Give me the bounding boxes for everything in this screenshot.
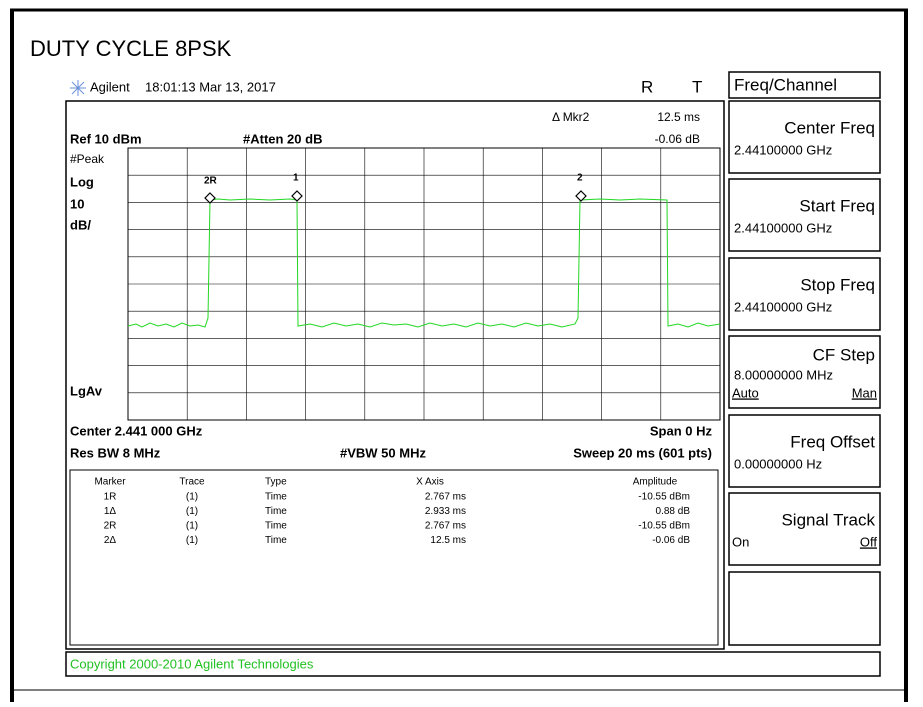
marker-delta-amp: -0.06 dB (655, 132, 700, 146)
indicator-t: T (692, 77, 702, 96)
attenuation: #Atten 20 dB (243, 131, 322, 146)
table-cell: 0.88 dB (656, 506, 691, 517)
softkey (728, 335, 881, 409)
softkey-label: Start Freq (799, 196, 875, 215)
vbw: #VBW 50 MHz (340, 445, 426, 460)
title: DUTY CYCLE 8PSK (30, 36, 232, 61)
table-cell: 1R (104, 492, 117, 503)
softkey-value: 2.44100000 GHz (734, 142, 832, 157)
agilent-icon (70, 80, 86, 96)
table-cell: -10.55 dBm (638, 492, 690, 503)
table-cell: (1) (186, 506, 198, 517)
table-cell: 12.5 ms (430, 535, 466, 546)
table-cell: Time (265, 506, 287, 517)
graticule (128, 148, 720, 420)
status-bar (65, 651, 881, 677)
softkey-label: CF Step (813, 345, 875, 364)
indicator-r: R (641, 77, 653, 96)
table-header: X Axis (416, 477, 444, 488)
scale-type: Log (70, 174, 94, 189)
marker-delta: Δ Mkr2 (552, 110, 590, 124)
table-header: Marker (94, 477, 126, 488)
table-header: Trace (179, 477, 205, 488)
softkey (728, 257, 881, 331)
table-cell: Time (265, 535, 287, 546)
marker-label: 1 (293, 173, 299, 184)
softkey-option: Auto (732, 385, 759, 400)
table-cell: (1) (186, 492, 198, 503)
timestamp: 18:01:13 Mar 13, 2017 (145, 79, 276, 94)
softkey-option: Off (860, 534, 877, 549)
detector: #Peak (70, 152, 105, 166)
scale-unit: dB/ (70, 217, 91, 232)
marker-table (69, 469, 719, 646)
table-cell: 2.767 ms (425, 521, 466, 532)
table-cell: 2R (104, 521, 117, 532)
table-cell: 1Δ (104, 506, 117, 517)
table-cell: -10.55 dBm (638, 521, 690, 532)
scale-value: 10 (70, 196, 84, 211)
center-freq: Center 2.441 000 GHz (70, 423, 203, 438)
marker-label: 2R (204, 176, 218, 187)
table-cell: 2.767 ms (425, 492, 466, 503)
softkeys: Center Freq 2.44100000 GHz Start Freq 2.441… (728, 100, 881, 646)
softkey (728, 414, 881, 488)
marker-delta-time: 12.5 ms (657, 110, 700, 124)
softkey (728, 492, 881, 566)
table-cell: Time (265, 492, 287, 503)
span: Span 0 Hz (650, 423, 713, 438)
copyright: Copyright 2000-2010 Agilent Technologies (70, 656, 314, 671)
menu-title-box (728, 71, 881, 99)
graticule-border (127, 147, 721, 421)
res-bw: Res BW 8 MHz (70, 445, 161, 460)
softkey (728, 178, 881, 252)
table-cell: 2Δ (104, 535, 117, 546)
softkey-option: On (732, 534, 749, 549)
table-cell: 2.933 ms (425, 506, 466, 517)
ref-level: Ref 10 dBm (70, 131, 142, 146)
table-cell: (1) (186, 535, 198, 546)
sweep: Sweep 20 ms (601 pts) (573, 445, 712, 460)
softkey (728, 100, 881, 174)
table-cell: (1) (186, 521, 198, 532)
table-header: Amplitude (633, 477, 678, 488)
softkey-value: 8.00000000 MHz (734, 367, 833, 382)
table-cell: -0.06 dB (652, 535, 690, 546)
average-type: LgAv (70, 383, 103, 398)
table-header: Type (265, 477, 287, 488)
softkey-value: 2.44100000 GHz (734, 220, 832, 235)
brand: Agilent (90, 79, 130, 94)
softkey (728, 571, 881, 646)
table-cell: Time (265, 521, 287, 532)
softkey-label: Signal Track (781, 510, 875, 529)
marker-table-cells: Marker Trace Type X Axis Amplitude 1R (1) Time 2… (94, 477, 690, 547)
softkey-value: 2.44100000 GHz (734, 299, 832, 314)
marker-label: 2 (577, 173, 583, 184)
softkey-label: Stop Freq (800, 275, 875, 294)
trace (127, 198, 721, 328)
softkey-label: Freq Offset (790, 432, 875, 451)
softkey-value: 0.00000000 Hz (734, 456, 822, 471)
trace-markers (204, 190, 587, 204)
softkey-option: Man (852, 385, 877, 400)
menu-title: Freq/Channel (734, 75, 837, 94)
display (65, 100, 725, 650)
softkey-label: Center Freq (784, 118, 875, 137)
